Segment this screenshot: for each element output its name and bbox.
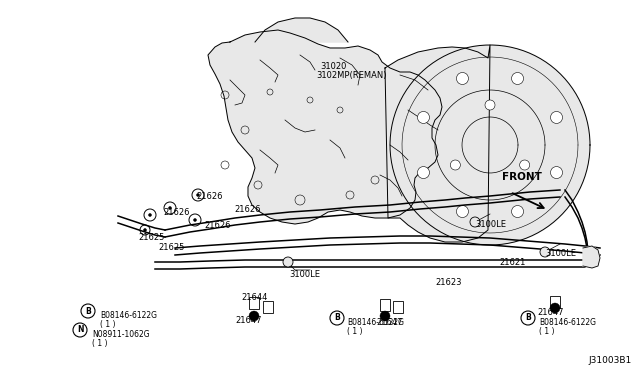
Text: ( 1 ): ( 1 ) (100, 320, 115, 329)
Text: N: N (77, 326, 83, 334)
FancyBboxPatch shape (550, 296, 560, 308)
Circle shape (380, 311, 390, 321)
FancyBboxPatch shape (380, 299, 390, 311)
Polygon shape (385, 45, 490, 242)
Text: 21626: 21626 (204, 221, 230, 230)
Circle shape (196, 193, 200, 196)
Text: 21626: 21626 (163, 208, 189, 217)
Circle shape (193, 218, 196, 221)
Circle shape (417, 112, 429, 124)
Circle shape (456, 205, 468, 218)
Text: 31020: 31020 (320, 62, 346, 71)
Circle shape (540, 247, 550, 257)
Text: J31003B1: J31003B1 (589, 356, 632, 365)
Text: 21626: 21626 (234, 205, 260, 214)
Text: 21647: 21647 (235, 316, 262, 325)
Circle shape (148, 214, 152, 217)
Polygon shape (390, 45, 590, 245)
Circle shape (511, 205, 524, 218)
Text: 3100LE: 3100LE (289, 270, 320, 279)
Text: ( 1 ): ( 1 ) (347, 327, 362, 336)
Text: B: B (334, 314, 340, 323)
Circle shape (143, 228, 147, 231)
Polygon shape (255, 18, 348, 42)
Text: B: B (525, 314, 531, 323)
Circle shape (168, 206, 172, 209)
Text: B08146-6122G: B08146-6122G (347, 318, 404, 327)
Text: 21647: 21647 (376, 318, 403, 327)
Text: 21644: 21644 (241, 293, 268, 302)
Circle shape (470, 217, 480, 227)
Text: 21621: 21621 (499, 258, 525, 267)
Circle shape (511, 73, 524, 84)
Text: N08911-1062G: N08911-1062G (92, 330, 150, 339)
Text: ( 1 ): ( 1 ) (92, 339, 108, 348)
Text: 21626: 21626 (196, 192, 223, 201)
Circle shape (451, 160, 460, 170)
Polygon shape (583, 246, 600, 268)
Text: 3100LE: 3100LE (545, 249, 576, 258)
FancyBboxPatch shape (393, 301, 403, 313)
Circle shape (283, 257, 293, 267)
FancyBboxPatch shape (249, 297, 259, 309)
Circle shape (550, 112, 563, 124)
Text: 21647: 21647 (537, 308, 563, 317)
Circle shape (456, 73, 468, 84)
Text: 21625: 21625 (138, 233, 164, 242)
Text: ( 1 ): ( 1 ) (539, 327, 554, 336)
Circle shape (249, 311, 259, 321)
Polygon shape (208, 30, 442, 224)
Circle shape (417, 167, 429, 179)
FancyBboxPatch shape (263, 301, 273, 313)
Circle shape (520, 160, 530, 170)
Text: B08146-6122G: B08146-6122G (539, 318, 596, 327)
Text: 3100LE: 3100LE (475, 220, 506, 229)
Text: FRONT: FRONT (502, 172, 542, 182)
Circle shape (550, 303, 560, 313)
Text: B: B (85, 307, 91, 315)
Circle shape (485, 100, 495, 110)
Text: 3102MP(REMAN): 3102MP(REMAN) (316, 71, 387, 80)
Circle shape (550, 167, 563, 179)
Text: B08146-6122G: B08146-6122G (100, 311, 157, 320)
Text: 21623: 21623 (435, 278, 461, 287)
Text: 21625: 21625 (158, 243, 184, 252)
